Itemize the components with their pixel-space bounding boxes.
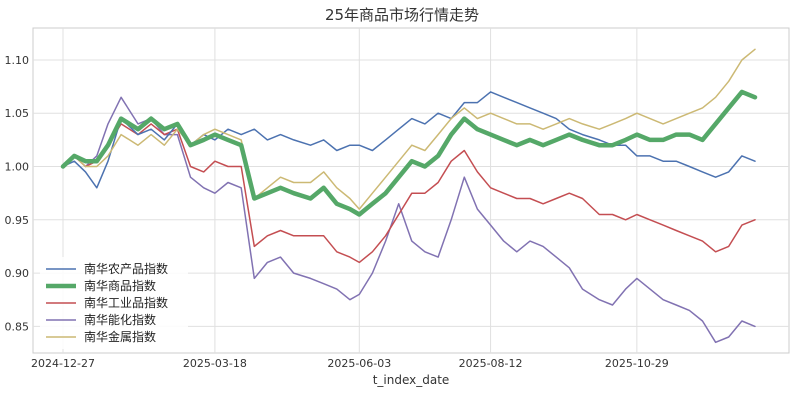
x-tick-label: 2025-10-29 (605, 357, 669, 370)
x-tick-label: 2025-03-18 (183, 357, 247, 370)
series-line-5 (62, 48, 756, 210)
series-line-3 (62, 123, 756, 264)
y-tick-label: 1.05 (5, 107, 30, 120)
y-tick-label: 1.10 (5, 54, 30, 67)
y-tick-label: 0.95 (5, 214, 30, 227)
x-tick-label: 2025-06-03 (327, 357, 391, 370)
legend-entry-label: 南华商品指数 (84, 278, 156, 293)
x-axis-title: t_index_date (373, 373, 450, 387)
x-tick-label: 2024-12-27 (31, 357, 95, 370)
legend-entry-label: 南华能化指数 (84, 312, 156, 327)
series-line-2 (60, 89, 758, 217)
legend-box (40, 257, 188, 349)
y-tick-label: 0.90 (5, 267, 30, 280)
legend-entry-label: 南华农产品指数 (84, 261, 168, 276)
y-tick-label: 0.85 (5, 320, 30, 333)
y-axis: 0.85 0.90 0.95 1.00 1.05 1.10 (5, 54, 30, 333)
x-tick-label: 2025-08-12 (459, 357, 523, 370)
legend-entry-label: 南华工业品指数 (84, 295, 168, 310)
series-lines (60, 48, 758, 344)
legend-entry-label: 南华金属指数 (84, 329, 156, 344)
chart-title: 25年商品市场行情走势 (325, 6, 479, 24)
series-line-4 (62, 96, 756, 344)
x-axis: 2024-12-27 2025-03-18 2025-06-03 2025-08-12… (31, 357, 669, 370)
y-tick-label: 1.00 (5, 161, 30, 174)
